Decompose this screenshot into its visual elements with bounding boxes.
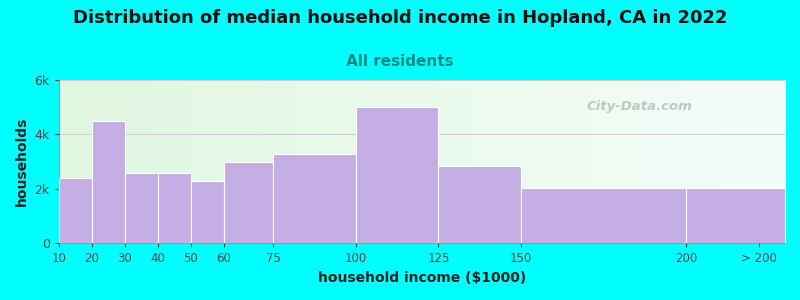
Bar	[58, 178, 92, 243]
Bar	[686, 188, 785, 243]
X-axis label: household income ($1000): household income ($1000)	[318, 271, 526, 285]
Y-axis label: households: households	[15, 117, 29, 206]
Bar	[438, 166, 521, 243]
Bar	[521, 188, 686, 243]
Text: City-Data.com: City-Data.com	[587, 100, 693, 112]
Bar	[274, 154, 356, 243]
Bar	[190, 181, 224, 243]
Bar	[92, 121, 125, 243]
Bar	[158, 172, 190, 243]
Bar	[224, 162, 274, 243]
Text: Distribution of median household income in Hopland, CA in 2022: Distribution of median household income …	[73, 9, 727, 27]
Text: All residents: All residents	[346, 54, 454, 69]
Bar	[356, 107, 438, 243]
Bar	[125, 172, 158, 243]
